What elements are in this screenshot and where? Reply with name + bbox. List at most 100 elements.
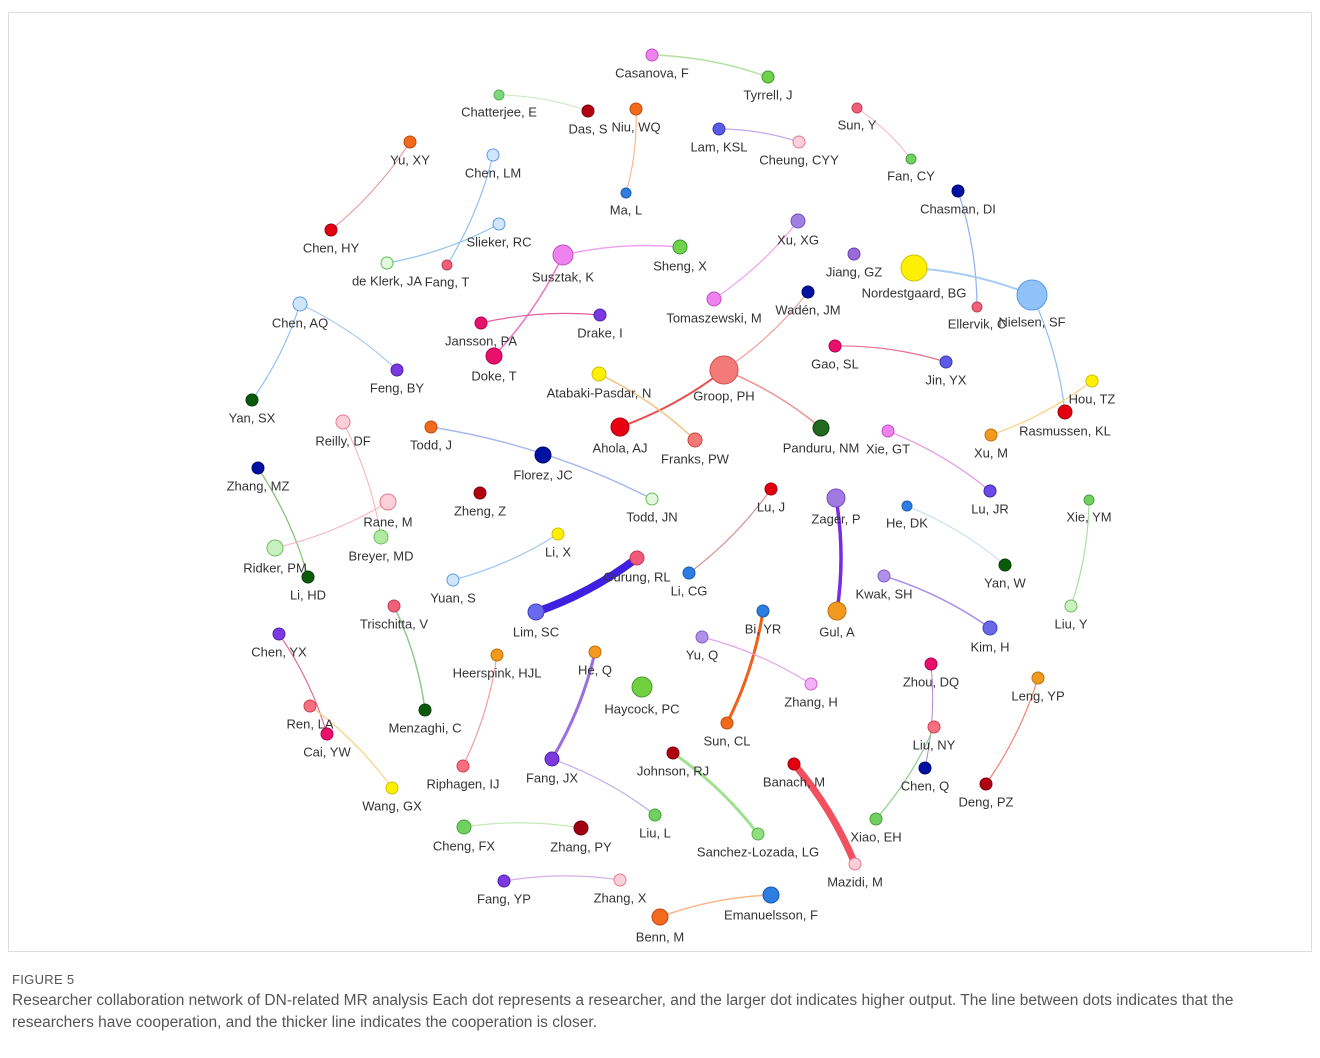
node-label: Fang, JX [526, 770, 578, 785]
node [645, 492, 659, 506]
edge [532, 554, 641, 616]
node-label: Lam, KSL [690, 139, 747, 154]
node-label: Ellervik, C [948, 316, 1007, 331]
edge [503, 875, 621, 882]
node [1064, 599, 1078, 613]
figure-frame [8, 12, 1312, 952]
node-label: Chen, LM [465, 165, 521, 180]
edge [550, 650, 597, 761]
node [292, 296, 308, 312]
node-label: Chatterjee, E [461, 104, 537, 119]
edge [659, 894, 772, 918]
edge [551, 758, 656, 816]
node-label: Drake, I [577, 325, 623, 340]
node [801, 285, 815, 299]
node [756, 604, 770, 618]
figure-caption: Researcher collaboration network of DN-r… [12, 992, 1234, 1031]
node [373, 529, 389, 545]
node [490, 648, 504, 662]
node-label: de Klerk, JA [352, 273, 422, 288]
node-label: Liu, NY [913, 737, 956, 752]
node-label: Gul, A [819, 624, 855, 639]
edge [701, 636, 812, 685]
node [385, 781, 399, 795]
node-label: Susztak, K [532, 269, 594, 284]
node [581, 104, 595, 118]
node-label: Fan, CY [887, 168, 935, 183]
node [474, 316, 488, 330]
node [939, 355, 953, 369]
edge [463, 822, 582, 829]
node [424, 420, 438, 434]
node-label: Lim, SC [513, 624, 559, 639]
node-label: Yu, Q [686, 647, 719, 662]
node [610, 417, 630, 437]
edge [718, 128, 800, 143]
node-label: Benn, M [636, 929, 684, 944]
node-label: Leng, YP [1011, 688, 1064, 703]
edge [957, 190, 978, 308]
node [828, 339, 842, 353]
node-label: Trischitta, V [360, 616, 428, 631]
node [927, 720, 941, 734]
node-label: Cai, YW [303, 744, 351, 759]
node-label: Xu, XG [777, 232, 819, 247]
node-label: Xu, M [974, 445, 1008, 460]
edge [257, 467, 309, 578]
network: Casanova, F Tyrrell, J Chatterjee, E Das, S… [227, 48, 1115, 944]
node-label: Ma, L [610, 202, 643, 217]
node [687, 432, 703, 448]
node-label: Tomaszewski, M [666, 310, 761, 325]
node-label: Todd, JN [626, 509, 677, 524]
node-label: Ahola, AJ [593, 440, 648, 455]
node-label: Chasman, DI [920, 201, 996, 216]
node-label: Fang, YP [477, 891, 531, 906]
edge [493, 254, 564, 357]
node-label: Xiao, EH [850, 829, 901, 844]
node-label: Zager, P [811, 511, 860, 526]
node [552, 244, 574, 266]
node [629, 550, 645, 566]
node-label: Yan, SX [229, 410, 276, 425]
node [851, 102, 863, 114]
node [881, 424, 895, 438]
node [534, 446, 552, 464]
node-label: Chen, AQ [272, 315, 328, 330]
node-label: He, DK [886, 515, 928, 530]
node [695, 630, 709, 644]
node [848, 857, 862, 871]
node [983, 484, 997, 498]
node [712, 122, 726, 136]
node [387, 599, 401, 613]
edge [625, 108, 637, 194]
node-label: Breyer, MD [348, 548, 413, 563]
node [380, 256, 394, 270]
node [792, 135, 806, 149]
node-label: Wadén, JM [775, 302, 840, 317]
node [900, 254, 928, 282]
node-label: Menzaghi, C [389, 720, 462, 735]
node-label: Yan, W [984, 575, 1026, 590]
figure-label: FIGURE 5 [12, 972, 75, 987]
node-label: Panduru, NM [783, 440, 860, 455]
node [403, 135, 417, 149]
node [320, 727, 334, 741]
node [473, 486, 487, 500]
node [251, 461, 265, 475]
node-label: Niu, WQ [611, 119, 660, 134]
node [631, 676, 653, 698]
node-label: Sun, Y [838, 117, 877, 132]
edge [386, 223, 500, 264]
node [456, 759, 470, 773]
node-label: Bi, YR [745, 621, 782, 636]
edge [598, 373, 696, 441]
node-label: Fang, T [425, 274, 470, 289]
node-label: Rasmussen, KL [1019, 423, 1111, 438]
node [1083, 494, 1095, 506]
node [951, 184, 965, 198]
node-label: Xie, GT [866, 441, 910, 456]
node [666, 746, 680, 760]
node [1085, 374, 1099, 388]
edge [342, 421, 382, 538]
node [591, 366, 607, 382]
